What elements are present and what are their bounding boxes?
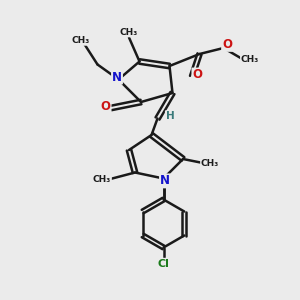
Text: CH₃: CH₃	[72, 36, 90, 45]
Text: CH₃: CH₃	[241, 56, 259, 64]
Text: N: N	[112, 70, 122, 84]
Text: CH₃: CH₃	[93, 176, 111, 184]
Text: N: N	[160, 174, 170, 188]
Text: O: O	[222, 38, 232, 51]
Text: CH₃: CH₃	[201, 159, 219, 168]
Text: CH₃: CH₃	[120, 28, 138, 37]
Text: O: O	[100, 100, 111, 113]
Text: Cl: Cl	[158, 259, 169, 269]
Text: H: H	[166, 111, 175, 121]
Text: O: O	[192, 68, 203, 82]
